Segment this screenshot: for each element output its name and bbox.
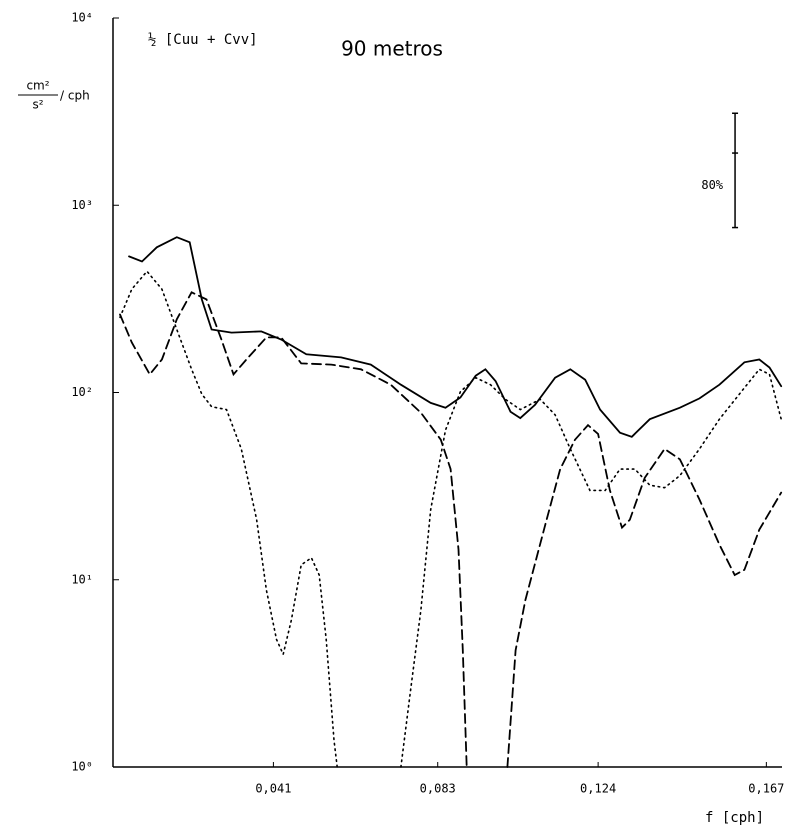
- y-label-denominator: s²: [32, 98, 43, 112]
- confidence-label: 80%: [701, 178, 723, 192]
- chart-title: 90 metros: [341, 37, 443, 61]
- x-tick-label: 0,041: [255, 782, 291, 796]
- x-tick-label: 0,124: [580, 782, 616, 796]
- y-tick-label: 10²: [71, 385, 93, 399]
- y-tick-label: 10⁴: [71, 11, 93, 25]
- y-label-numerator: cm²: [26, 79, 49, 93]
- annotation: ½ [Cuu + Cvv]: [148, 32, 258, 48]
- series-line: [119, 291, 783, 768]
- y-label-unit: / cph: [60, 89, 90, 103]
- x-label: f [cph]: [705, 810, 764, 826]
- y-tick-label: 10⁰: [71, 760, 93, 774]
- x-tick-label: 0,167: [748, 782, 784, 796]
- series-line: [128, 236, 783, 438]
- y-tick-label: 10¹: [71, 572, 93, 586]
- y-tick-label: 10³: [71, 198, 93, 212]
- x-tick-label: 0,083: [420, 782, 456, 796]
- series-line: [119, 270, 782, 768]
